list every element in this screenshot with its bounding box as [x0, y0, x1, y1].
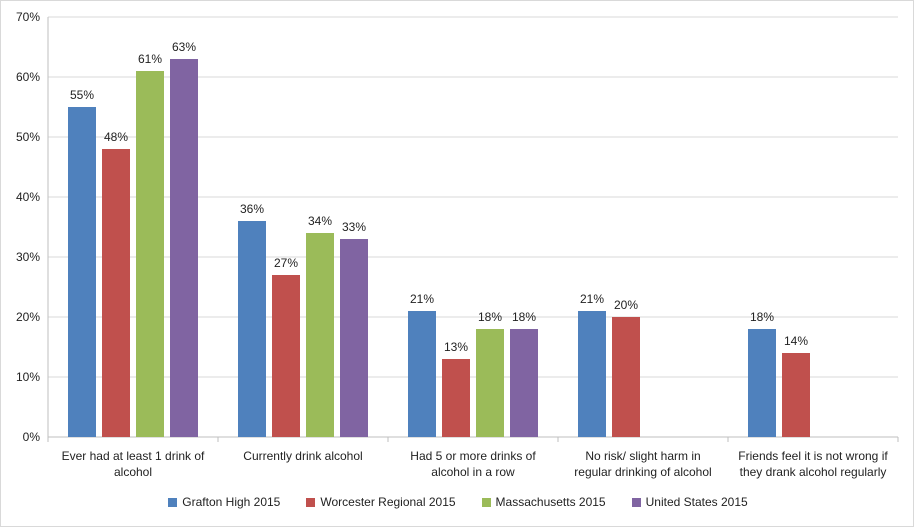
y-tick-label: 0%	[23, 430, 41, 444]
data-label: 21%	[410, 292, 434, 306]
category-label: alcohol in a row	[431, 465, 515, 479]
bar	[306, 233, 334, 437]
legend-swatch	[631, 497, 641, 507]
data-label: 36%	[240, 202, 264, 216]
legend: Grafton High 2015 Worcester Regional 2015…	[0, 492, 916, 512]
data-label: 34%	[308, 214, 332, 228]
data-label: 18%	[478, 310, 502, 324]
legend-swatch	[306, 497, 316, 507]
bar	[170, 59, 198, 437]
legend-label: Grafton High 2015	[182, 495, 281, 509]
legend-label: Worcester Regional 2015	[320, 495, 456, 509]
data-label: 18%	[750, 310, 774, 324]
bar	[340, 239, 368, 437]
category-label: Had 5 or more drinks of	[410, 449, 536, 463]
bar	[102, 149, 130, 437]
y-tick-label: 20%	[16, 310, 40, 324]
bar	[136, 71, 164, 437]
data-label: 18%	[512, 310, 536, 324]
category-label: they drank alcohol regularly	[740, 465, 887, 479]
bar	[510, 329, 538, 437]
category-label: Currently drink alcohol	[243, 449, 362, 463]
data-label: 48%	[104, 130, 128, 144]
data-label: 63%	[172, 40, 196, 54]
bar	[68, 107, 96, 437]
y-tick-label: 10%	[16, 370, 40, 384]
category-label: No risk/ slight harm in	[585, 449, 700, 463]
category-label: Ever had at least 1 drink of	[62, 449, 205, 463]
data-label: 21%	[580, 292, 604, 306]
category-label: alcohol	[114, 465, 152, 479]
data-label: 13%	[444, 340, 468, 354]
bar	[748, 329, 776, 437]
y-tick-label: 60%	[16, 70, 40, 84]
data-label: 55%	[70, 88, 94, 102]
category-label: regular drinking of alcohol	[574, 465, 711, 479]
y-tick-label: 40%	[16, 190, 40, 204]
bar	[238, 221, 266, 437]
bar	[272, 275, 300, 437]
legend-item: Grafton High 2015	[168, 495, 280, 509]
bar	[612, 317, 640, 437]
data-label: 20%	[614, 298, 638, 312]
legend-label: Massachusetts 2015	[495, 495, 606, 509]
y-tick-label: 70%	[16, 10, 40, 24]
bar	[408, 311, 436, 437]
legend-label: United States 2015	[645, 495, 748, 509]
legend-item: Massachusetts 2015	[481, 495, 606, 509]
category-label: Friends feel it is not wrong if	[738, 449, 888, 463]
legend-swatch	[168, 497, 178, 507]
data-label: 61%	[138, 52, 162, 66]
data-label: 33%	[342, 220, 366, 234]
y-tick-label: 50%	[16, 130, 40, 144]
bar	[782, 353, 810, 437]
bar	[442, 359, 470, 437]
legend-swatch	[481, 497, 491, 507]
data-label: 27%	[274, 256, 298, 270]
bar-chart: 0% 10% 20% 30% 40% 50% 60% 70% 55% 48% 61% 63% Ever …	[16, 10, 899, 479]
bar	[578, 311, 606, 437]
bar	[476, 329, 504, 437]
legend-item: United States 2015	[631, 495, 748, 509]
legend-item: Worcester Regional 2015	[306, 495, 456, 509]
y-tick-label: 30%	[16, 250, 40, 264]
data-label: 14%	[784, 334, 808, 348]
